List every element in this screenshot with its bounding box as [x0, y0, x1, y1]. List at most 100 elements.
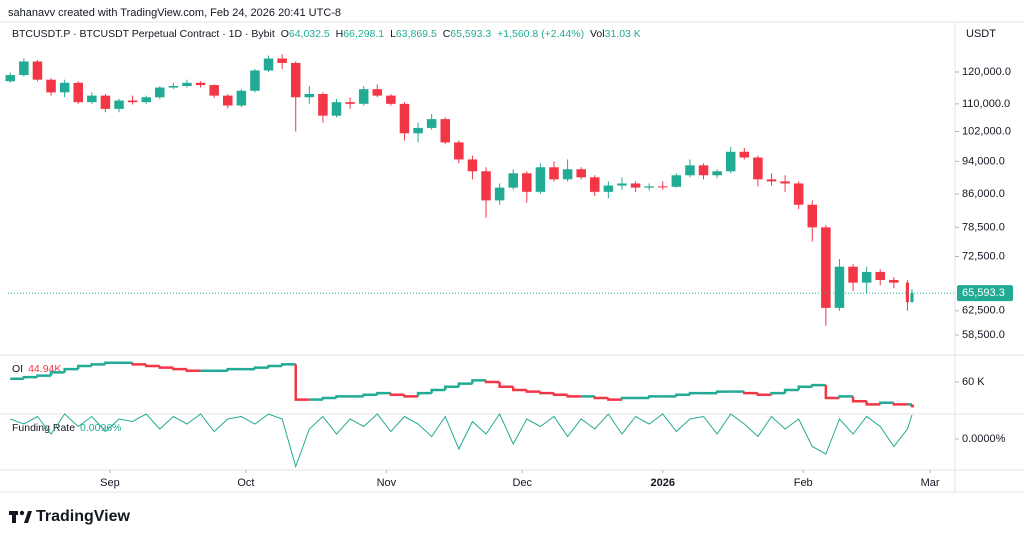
oi-step [104, 361, 120, 365]
oi-step [90, 363, 106, 366]
oi-step [647, 395, 663, 398]
oi-step [688, 391, 704, 395]
brand: TradingView [36, 508, 131, 525]
x-tick-label: Mar [921, 477, 940, 489]
candle-body [603, 185, 614, 192]
candle-body [454, 142, 464, 160]
candle-body [549, 167, 559, 180]
candle-body [168, 85, 179, 88]
candle-body [155, 87, 165, 98]
candle-body [590, 177, 600, 192]
oi-step [335, 395, 351, 398]
candle-body [372, 89, 383, 96]
candle-body [100, 95, 111, 109]
oi-step [36, 374, 52, 378]
candle-body [426, 119, 437, 128]
oi-step [770, 391, 786, 395]
candle-body [114, 100, 124, 109]
oi-step [49, 371, 65, 376]
oi-step [294, 364, 310, 401]
oi-step [838, 395, 854, 398]
logo-part [12, 511, 16, 523]
candle-body [617, 183, 627, 186]
candle-body [127, 100, 138, 103]
x-tick-label: Oct [237, 477, 254, 489]
oi-step [267, 364, 283, 368]
candle-body [685, 165, 695, 176]
oi-step [892, 402, 908, 406]
oi-step [376, 391, 391, 395]
candle-body [277, 58, 287, 63]
oi-step [910, 404, 914, 408]
candle-body [657, 186, 668, 188]
oi-step [811, 383, 826, 387]
y-tick-label: 78,500.0 [962, 221, 1005, 233]
change: +1,560.8 (+2.44%) [497, 28, 584, 40]
oi-step [403, 394, 419, 398]
candle-body [739, 151, 750, 158]
oi-step [525, 389, 541, 393]
volume: 31.03 K [605, 28, 641, 40]
logo-part [19, 510, 25, 516]
candle-body [290, 62, 301, 98]
candle-body [562, 169, 573, 180]
oi-step [172, 367, 187, 371]
oi-step [607, 397, 622, 401]
candle-body [848, 266, 858, 283]
candle-body [821, 227, 831, 308]
oi-step [457, 382, 473, 387]
candle-body [467, 159, 478, 172]
x-tick-label: Feb [794, 477, 813, 489]
y-tick-label: 120,000.0 [962, 66, 1011, 78]
funding-name: Funding Rate [12, 422, 75, 434]
y-tick-label: 62,500.0 [962, 305, 1005, 317]
candle-body [910, 293, 914, 302]
candle-body [481, 171, 491, 201]
oi-step [22, 375, 38, 379]
candle-body [889, 279, 899, 283]
legend-label: L [390, 28, 396, 40]
legend-label: C [443, 28, 451, 40]
x-tick-label: Nov [377, 477, 397, 489]
y-tick-label: 94,000.0 [962, 155, 1005, 167]
candle-body [318, 93, 328, 116]
candle-body [399, 103, 410, 134]
candle-body [698, 165, 709, 176]
candle-body [250, 70, 260, 91]
candle-body [209, 85, 219, 96]
candle-body [834, 266, 845, 308]
candle-body [535, 167, 546, 192]
candle-body [630, 183, 641, 188]
candle-body [576, 169, 586, 178]
oi-step [63, 367, 79, 373]
oi-step [76, 364, 92, 370]
candle-body [725, 151, 736, 172]
oi-step [797, 385, 813, 390]
candle-body [141, 97, 151, 103]
candle-body [807, 204, 818, 228]
y-tick-label: 72,500.0 [962, 250, 1005, 262]
candle-body [793, 183, 804, 205]
candle-body [508, 173, 518, 188]
oi-step [783, 388, 799, 394]
candle-body [182, 82, 192, 86]
symbol: BTCUSDT.P · BTCUSDT Perpetual Contract ·… [12, 28, 275, 40]
oi-step [444, 385, 459, 390]
candle-body [87, 95, 97, 103]
y-tick-label: 58,500.0 [962, 329, 1005, 341]
candle-body [345, 102, 355, 104]
candle-body [780, 181, 790, 184]
oi-step [226, 367, 242, 371]
funding-value: 0.0096% [80, 422, 121, 434]
candle-body [875, 271, 885, 280]
oi-step [593, 396, 609, 400]
oi-step [280, 363, 296, 366]
candle-body [522, 173, 532, 192]
legend-value: 66,298.1 [343, 28, 384, 40]
oi-step [389, 393, 405, 397]
oi-name: OI [12, 363, 23, 375]
candle-body [712, 171, 722, 176]
oi-step [878, 401, 894, 405]
last-price-label: 65,593.3 [962, 287, 1005, 299]
